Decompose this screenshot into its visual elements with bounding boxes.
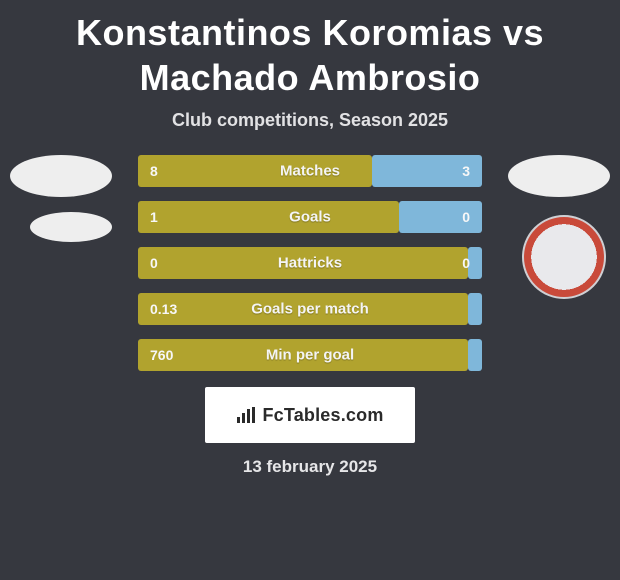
bars-container: Matches 8 3 Goals 1 0 Hattricks 0 0 Goals per mat… <box>138 155 482 371</box>
right-value: 3 <box>462 163 470 179</box>
bar-chart-icon <box>236 407 256 423</box>
comparison-chart: Matches 8 3 Goals 1 0 Hattricks 0 0 Goals per mat… <box>0 155 620 371</box>
stat-row: Goals per match 0.13 <box>138 293 482 325</box>
right-segment <box>468 339 482 371</box>
club-crest-icon <box>522 215 606 299</box>
stat-row: Min per goal 760 <box>138 339 482 371</box>
player1-avatar <box>10 155 112 197</box>
right-segment <box>468 247 482 279</box>
right-value: 0 <box>462 255 470 271</box>
page-title: Konstantinos Koromias vs Machado Ambrosi… <box>0 0 620 104</box>
left-value: 0 <box>150 255 158 271</box>
left-segment <box>138 201 399 233</box>
player1-avatar-secondary <box>30 212 112 242</box>
stat-label: Hattricks <box>278 255 342 272</box>
right-value: 0 <box>462 209 470 225</box>
stat-label: Min per goal <box>266 347 354 364</box>
stat-label: Goals <box>289 209 331 226</box>
left-value: 0.13 <box>150 301 177 317</box>
date-text: 13 february 2025 <box>0 457 620 477</box>
subtitle: Club competitions, Season 2025 <box>0 110 620 131</box>
stat-label: Matches <box>280 163 340 180</box>
left-value: 760 <box>150 347 173 363</box>
stat-row: Matches 8 3 <box>138 155 482 187</box>
left-value: 8 <box>150 163 158 179</box>
player2-avatar <box>508 155 610 197</box>
logo-text: FcTables.com <box>262 405 383 426</box>
stat-row: Goals 1 0 <box>138 201 482 233</box>
right-segment <box>468 293 482 325</box>
stat-label: Goals per match <box>251 301 369 318</box>
fctables-logo: FcTables.com <box>205 387 415 443</box>
stat-row: Hattricks 0 0 <box>138 247 482 279</box>
left-value: 1 <box>150 209 158 225</box>
